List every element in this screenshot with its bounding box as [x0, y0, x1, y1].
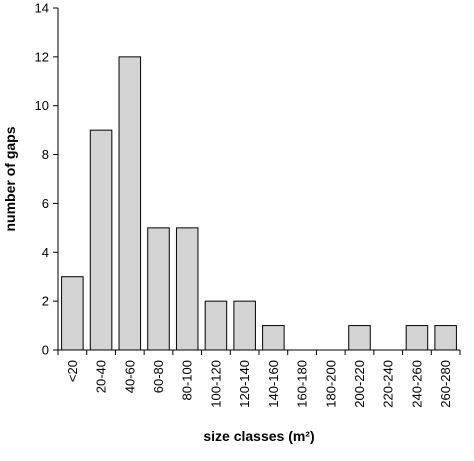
- bar-80-100: [175, 227, 199, 351]
- bar-200-220: [348, 325, 371, 351]
- x-tick-label: 80-100: [180, 360, 195, 400]
- x-tick-label: 160-180: [295, 360, 310, 408]
- x-tick-label: 40-60: [122, 360, 137, 393]
- bar-100-120: [204, 300, 228, 351]
- y-tick-label: 8: [42, 147, 49, 162]
- x-tick-label: 140-160: [266, 360, 281, 408]
- y-axis-title: number of gaps: [2, 126, 18, 231]
- x-tick-label: <20: [65, 360, 80, 382]
- x-tick-label: 180-200: [323, 360, 338, 408]
- bars-group: [61, 56, 457, 351]
- x-tick-label: 100-120: [208, 360, 223, 408]
- bar-40-60: [118, 56, 142, 351]
- x-axis-title: size classes (m²): [203, 428, 314, 444]
- y-tick-label: 12: [35, 49, 49, 64]
- x-tick-label: 20-40: [94, 360, 109, 393]
- y-tick-label: 10: [35, 98, 49, 113]
- y-tick-label: 6: [42, 196, 49, 211]
- bar-<20: [61, 276, 84, 351]
- bar-260-280: [434, 325, 457, 351]
- bar-240-260: [405, 325, 429, 351]
- y-tick-label: 0: [42, 343, 49, 358]
- y-axis-ticks: 0 2 4 6 8 10 12 14: [35, 1, 58, 358]
- x-tick-label: 220-240: [381, 360, 396, 408]
- x-tick-label: 60-80: [151, 360, 166, 393]
- bar-140-160: [262, 325, 285, 351]
- x-tick-label: 120-140: [237, 360, 252, 408]
- x-tick-label: 240-260: [409, 360, 424, 408]
- bar-120-140: [233, 300, 256, 351]
- x-tick-label: 200-220: [352, 360, 367, 408]
- y-tick-label: 4: [42, 245, 49, 260]
- y-tick-label: 2: [42, 294, 49, 309]
- x-axis-ticks: <20 20-40 40-60 60-80 80-100 100-120 120-140 14…: [57, 350, 461, 408]
- y-tick-label: 14: [35, 1, 49, 16]
- bar-20-40: [89, 129, 113, 351]
- x-tick-label: 260-280: [438, 360, 453, 408]
- bar-60-80: [147, 227, 170, 351]
